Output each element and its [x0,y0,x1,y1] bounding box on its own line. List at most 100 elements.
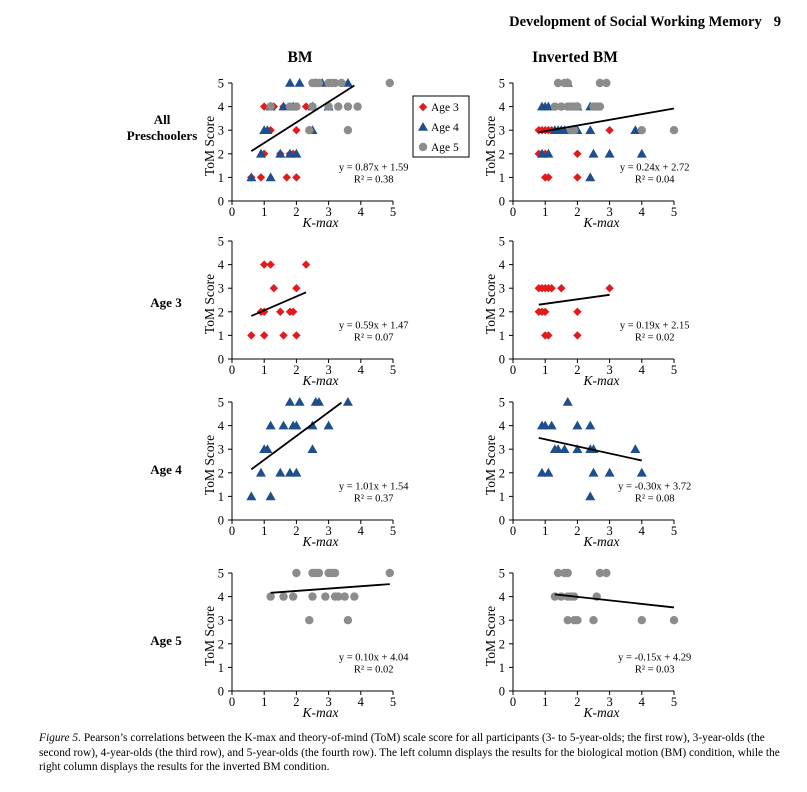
data-point-diamond [266,260,275,269]
x-tick-label: 0 [229,363,235,377]
header-title: Development of Social Working Memory [509,14,762,30]
x-axis-title: K-max [583,705,620,720]
data-point-triangle [265,491,276,501]
data-point-circle [292,102,301,111]
data-point-diamond [260,260,269,269]
data-point-triangle [307,444,318,453]
regression-equation: y = 0.24x + 2.72 [620,162,690,173]
data-point-triangle [265,172,276,182]
scatter-panel: 0 1 2 3 4 5 0 1 2 3 4 5 K-max ToM Score y = 0.10x + 4.… [202,567,409,721]
regression-equation: y = 0.87x + 1.59 [339,162,409,173]
y-tick-label: 5 [218,77,224,91]
data-point-triangle [604,148,615,158]
data-point-triangle [585,125,596,134]
data-point-circle [553,78,563,88]
data-point-circle [385,568,394,578]
data-point-triangle [255,467,266,477]
y-axis-title: ToM Score [202,116,217,176]
y-tick-label: 0 [218,685,224,699]
y-tick-label: 2 [499,466,505,480]
data-point-circle [553,568,563,578]
r-squared: R² = 0.02 [635,332,675,343]
data-point-diamond [547,284,556,293]
data-point-circle [350,592,359,601]
data-point-circle [563,78,572,88]
y-tick-label: 3 [218,614,224,628]
data-point-diamond [301,260,311,269]
data-point-circle [589,616,598,625]
data-point-circle [285,102,295,111]
data-point-diamond [260,331,269,340]
series-age-3 [534,284,614,340]
data-point-triangle [246,172,257,182]
data-point-circle [595,78,605,88]
y-tick-label: 1 [218,490,224,504]
y-tick-label: 1 [499,329,505,343]
y-tick-label: 0 [499,514,505,528]
data-point-circle [343,616,353,625]
x-tick-label: 2 [574,363,580,377]
data-point-circle [292,568,301,578]
regression-equation: y = 0.19x + 2.15 [620,320,690,331]
column-header: Inverted BM [532,49,618,66]
row-label: Preschoolers [127,128,198,143]
data-point-triangle [284,467,295,477]
data-point-circle [334,102,343,111]
data-point-triangle [262,444,273,453]
series-age-5 [266,78,394,135]
x-tick-label: 1 [542,695,548,709]
data-point-circle [308,102,317,111]
scatter-panel: 0 1 2 3 4 5 0 1 2 3 4 5 K-max ToM Score y = 0.59x + 1.… [202,235,408,389]
x-tick-label: 2 [293,205,299,219]
y-tick-label: 5 [499,235,505,249]
y-axis-title: ToM Score [483,435,498,495]
data-point-circle [321,592,330,601]
data-point-diamond [292,173,301,182]
x-tick-label: 0 [510,524,516,538]
data-point-triangle [313,397,324,406]
data-point-diamond [288,307,298,316]
x-tick-label: 3 [325,524,331,538]
data-point-circle [573,102,582,111]
y-tick-label: 2 [218,147,224,161]
data-point-diamond [292,331,301,340]
data-point-circle [353,102,362,111]
data-point-circle [305,616,314,625]
y-tick-label: 0 [218,353,224,367]
regression-equation: y = -0.15x + 4.29 [618,652,691,663]
x-tick-label: 5 [390,695,396,709]
data-point-diamond [544,331,553,340]
r-squared: R² = 0.04 [635,174,675,185]
data-point-triangle [536,467,547,477]
y-axis-title: ToM Score [483,116,498,176]
r-squared: R² = 0.07 [354,332,394,343]
legend-label: Age 4 [431,122,459,134]
data-point-triangle [588,467,599,477]
y-tick-label: 1 [218,171,224,185]
y-tick-label: 3 [499,124,505,138]
x-axis-title: K-max [302,373,339,388]
data-point-circle [337,78,346,88]
y-axis-title: ToM Score [202,274,217,334]
data-point-diamond [276,307,285,316]
y-tick-label: 3 [499,614,505,628]
y-tick-label: 0 [499,195,505,209]
x-axis-title: K-max [583,215,620,230]
series-age-3 [247,260,311,340]
data-point-triangle [546,420,557,430]
x-tick-label: 4 [639,524,646,538]
data-point-circle [563,616,572,625]
data-point-circle [595,102,605,111]
x-tick-label: 5 [671,524,677,538]
data-point-diamond [557,284,566,293]
y-axis-title: ToM Score [483,274,498,334]
data-point-circle [330,78,340,88]
data-point-triangle [275,148,286,158]
regression-equation: y = -0.30x + 3.72 [618,481,691,492]
data-point-triangle [585,491,596,501]
data-point-circle [314,78,324,88]
data-point-triangle [562,397,573,406]
data-point-triangle [246,491,257,501]
x-tick-label: 0 [229,695,235,709]
